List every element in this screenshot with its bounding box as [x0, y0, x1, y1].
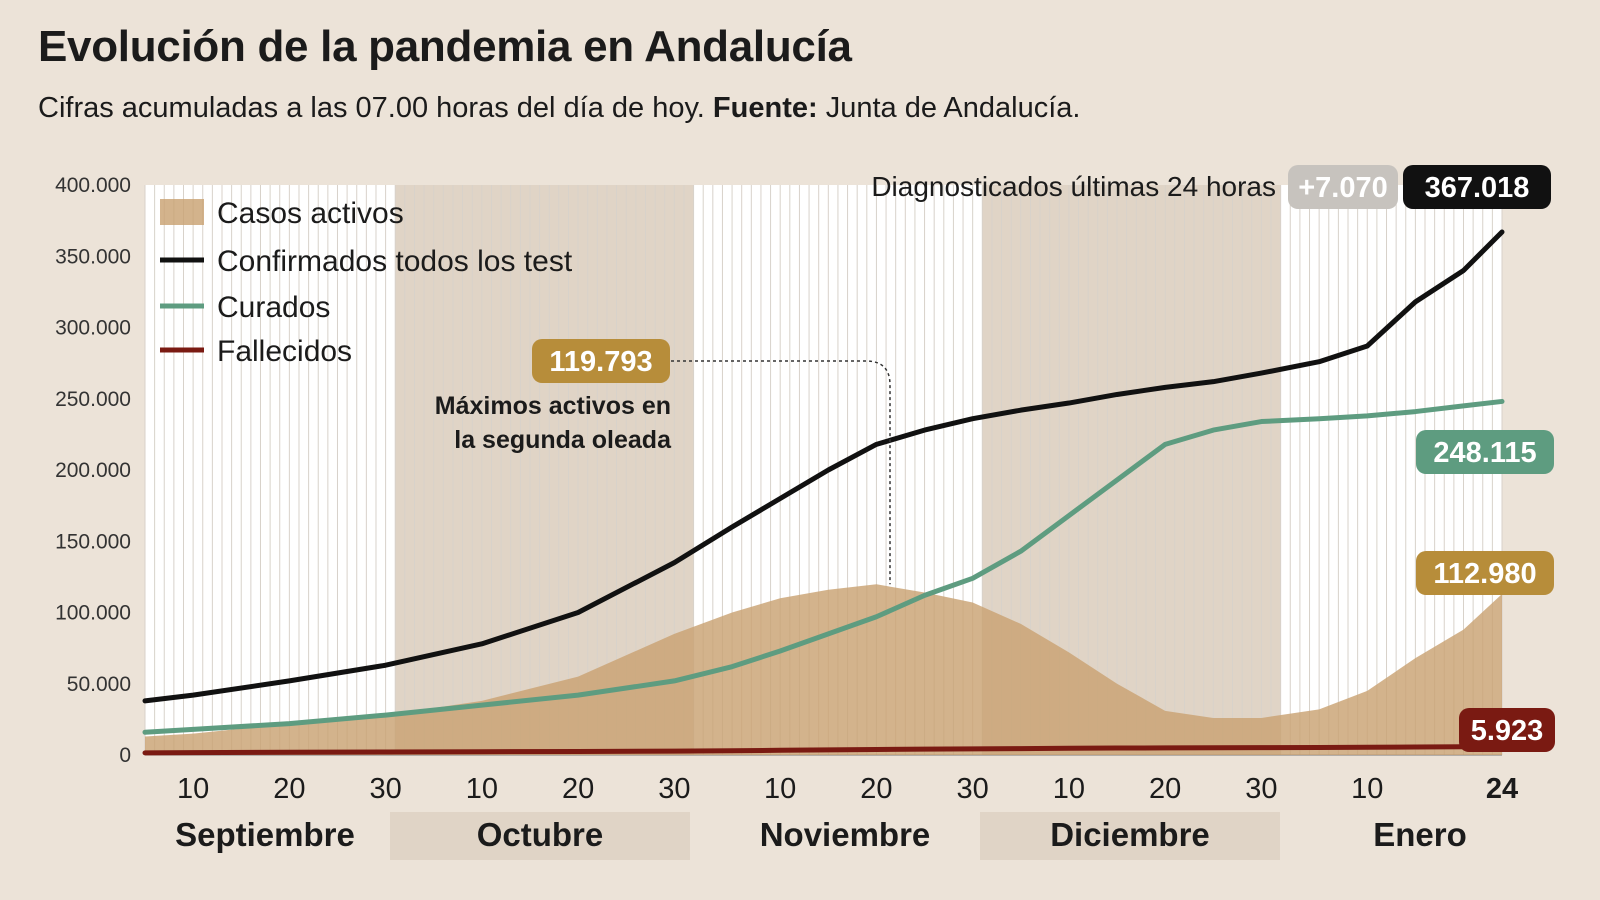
x-axis: 10 20 30 10 20 30 10 20 30 10 20 30 10 24 Septiembre Oc…: [175, 773, 1518, 860]
subtitle-text: Cifras acumuladas a las 07.00 horas del …: [38, 92, 705, 124]
x-tick-label: 30: [369, 773, 401, 805]
series-layer: [142, 229, 1505, 756]
diagnosticados-delta-badge-bg: [1288, 165, 1398, 209]
legend-label: Confirmados todos los test: [217, 245, 573, 278]
month-label: Noviembre: [760, 816, 931, 853]
x-tick-label: 20: [273, 773, 305, 805]
diagnosticados-label: Diagnosticados últimas 24 horas: [871, 171, 1276, 202]
legend-label: Casos activos: [217, 197, 404, 230]
y-tick-label: 400.000: [55, 174, 131, 197]
peak-value-badge-bg: [532, 339, 670, 383]
x-tick-label: 30: [658, 773, 690, 805]
series-line-confirmados: [142, 229, 1505, 704]
x-tick-label: 30: [957, 773, 989, 805]
x-tick-label: 10: [466, 773, 498, 805]
x-tick-label: 20: [562, 773, 594, 805]
y-tick-label: 100.000: [55, 602, 131, 625]
legend: Casos activos Confirmados todos los test C…: [160, 197, 573, 368]
month-label-band: [390, 812, 690, 860]
diagnosticados-delta-badge: +7.070: [1298, 172, 1388, 204]
fallecidos-total-badge: 5.923: [1471, 715, 1544, 747]
x-tick-label: 10: [764, 773, 796, 805]
y-axis: 0 50.000 100.000 150.000 200.000 250.000 300.0…: [55, 174, 131, 767]
series-line-fallecidos: [142, 744, 1505, 756]
month-label: Septiembre: [175, 816, 355, 853]
peak-value-badge: 119.793: [549, 346, 652, 378]
chart-title: Evolución de la pandemia en Andalucía: [38, 22, 852, 71]
curados-total-badge-bg: [1416, 430, 1554, 474]
grid-lines: [144, 185, 1503, 756]
y-tick-label: 300.000: [55, 317, 131, 340]
y-tick-label: 0: [119, 744, 131, 767]
month-label: Enero: [1373, 816, 1467, 853]
fallecidos-total-badge-bg: [1459, 708, 1555, 752]
month-label: Diciembre: [1050, 816, 1210, 853]
series-area-casos-activos: [145, 584, 1502, 755]
x-tick-label: 10: [1053, 773, 1085, 805]
x-tick-label: 10: [177, 773, 209, 805]
subtitle-source-label: Fuente:: [712, 92, 818, 124]
x-tick-label: 24: [1486, 773, 1518, 805]
activos-total-badge-bg: [1416, 551, 1554, 595]
confirmados-total-badge-bg: [1403, 165, 1551, 209]
annotations-layer: Diagnosticados últimas 24 horas +7.070 367…: [435, 165, 1555, 752]
y-tick-label: 150.000: [55, 530, 131, 553]
x-tick-label: 30: [1245, 773, 1277, 805]
y-tick-label: 200.000: [55, 459, 131, 482]
series-line-curados: [142, 398, 1505, 735]
month-label: Octubre: [477, 816, 604, 853]
peak-text-line1: Máximos activos en: [435, 392, 671, 420]
peak-text-line2: la segunda oleada: [454, 426, 672, 454]
chart-subtitle: Cifras acumuladas a las 07.00 horas del …: [38, 92, 1080, 125]
subtitle-source: Junta de Andalucía.: [825, 92, 1081, 124]
confirmados-total-badge: 367.018: [1425, 172, 1530, 204]
y-tick-label: 250.000: [55, 388, 131, 411]
legend-swatch-casos-activos: [160, 199, 204, 225]
y-tick-label: 350.000: [55, 245, 131, 268]
x-tick-label: 20: [860, 773, 892, 805]
y-tick-label: 50.000: [67, 673, 131, 696]
month-label-band: [980, 812, 1280, 860]
activos-total-badge: 112.980: [1433, 558, 1536, 590]
x-tick-label: 20: [1149, 773, 1181, 805]
legend-label: Fallecidos: [217, 335, 352, 368]
curados-total-badge: 248.115: [1433, 437, 1536, 469]
x-tick-label: 10: [1351, 773, 1383, 805]
legend-label: Curados: [217, 291, 330, 324]
